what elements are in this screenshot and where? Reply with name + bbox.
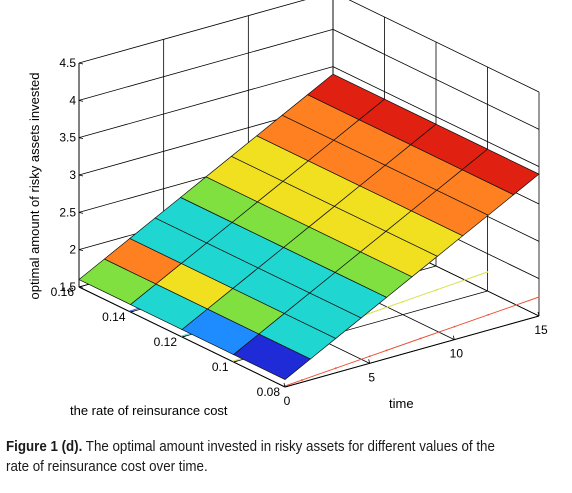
contour-point xyxy=(181,335,183,337)
surface-mesh xyxy=(78,73,540,380)
tick-label-cost: 0.12 xyxy=(154,335,178,349)
tick-mark-time xyxy=(368,359,371,364)
tick-label-cost: 0.14 xyxy=(102,310,126,324)
tick-label-z: 1.5 xyxy=(59,280,76,294)
contour-point xyxy=(301,379,303,381)
tick-mark-z xyxy=(78,174,84,177)
contour-point xyxy=(486,271,489,273)
tick-label-z: 3.5 xyxy=(59,131,76,145)
contour-point xyxy=(435,288,438,291)
tick-label-z: 2 xyxy=(69,243,76,257)
surface-chart: 1.5 2 2.5 3 3.5 4 4.5 0.08 0.1 0.12 0.14 0.16 0 5 10 15… xyxy=(27,0,548,418)
grid-line-z xyxy=(78,0,306,64)
tick-mark-time xyxy=(537,311,540,317)
contour-point xyxy=(368,355,371,358)
tick-mark-z xyxy=(78,211,84,214)
contour-point xyxy=(453,325,456,328)
contour-point xyxy=(401,300,404,303)
contour-point xyxy=(538,296,540,298)
tick-label-z: 4 xyxy=(69,93,76,107)
tick-label-time: 5 xyxy=(368,370,375,384)
tick-label-time: 0 xyxy=(284,394,291,408)
contour-point xyxy=(368,312,370,315)
axis-line-time xyxy=(284,315,540,388)
tick-mark-cost xyxy=(181,335,187,338)
z-axis-label: optimal amount of risky assets invested xyxy=(27,73,42,300)
tick-mark-cost xyxy=(284,385,290,388)
tick-mark-cost xyxy=(78,285,84,288)
contour-point xyxy=(334,367,337,370)
tick-mark-cost xyxy=(130,310,135,313)
caption-lead: Figure 1 (d). xyxy=(6,439,83,455)
tick-label-cost: 0.08 xyxy=(257,385,281,399)
figure-caption: Figure 1 (d). The optimal amount investe… xyxy=(6,437,521,477)
grid-line-z xyxy=(78,66,334,139)
contour-point xyxy=(129,310,132,312)
tick-label-cost: 0.1 xyxy=(212,360,229,374)
tick-label-z: 4.5 xyxy=(59,56,76,70)
contour-point xyxy=(419,337,422,340)
tick-label-z: 2.5 xyxy=(59,205,76,219)
tick-label-time: 10 xyxy=(450,347,464,361)
tick-mark-z xyxy=(78,137,84,140)
tick-mark-z xyxy=(78,249,84,252)
contour-point xyxy=(385,349,388,352)
tick-mark-time xyxy=(283,382,286,388)
contour-point xyxy=(232,360,235,362)
caption-text: The optimal amount invested in risky ass… xyxy=(6,439,495,475)
contour-point xyxy=(487,313,490,316)
tick-mark-cost xyxy=(233,360,238,363)
tick-label-time: 15 xyxy=(534,323,548,337)
tick-label-z: 3 xyxy=(69,168,76,182)
y-axis-label: time xyxy=(389,396,414,411)
tick-labels: 1.5 2 2.5 3 3.5 4 4.5 0.08 0.1 0.12 0.14 0.16 0 5 10 15 xyxy=(51,56,548,408)
grid-line-z xyxy=(78,28,334,101)
x-axis-label: the rate of reinsurance cost xyxy=(70,403,228,418)
tick-mark-z xyxy=(78,62,84,65)
tick-label-cost: 0.16 xyxy=(51,285,75,299)
tick-mark-time xyxy=(452,335,455,340)
surface-patch xyxy=(306,73,386,121)
tick-mark-z xyxy=(78,99,84,102)
